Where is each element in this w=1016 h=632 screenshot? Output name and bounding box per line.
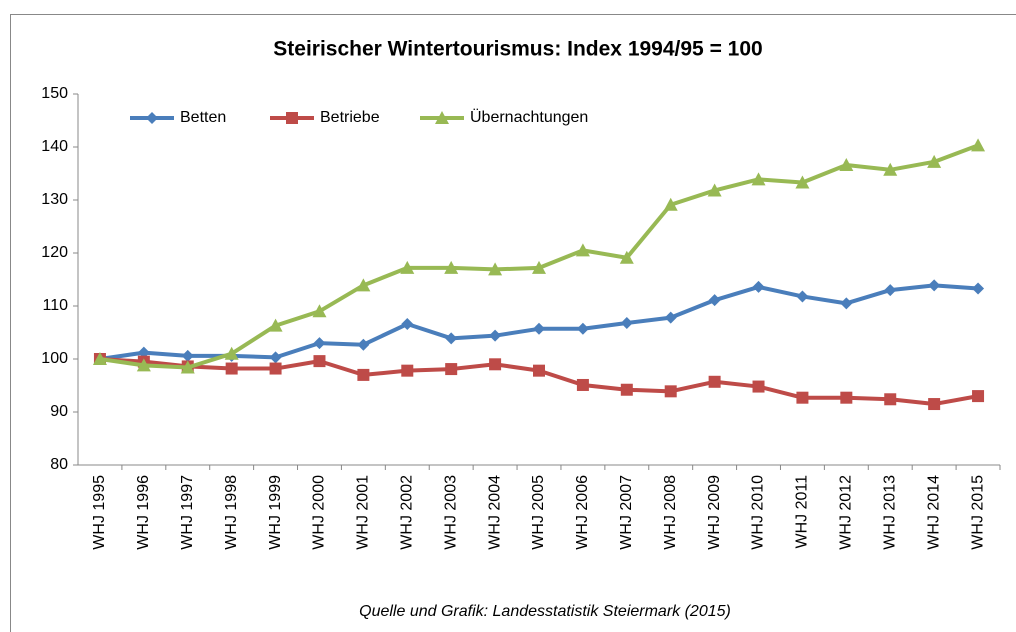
marker <box>927 154 942 168</box>
x-tick-label: WHJ 2006 <box>574 475 591 550</box>
marker <box>401 364 414 377</box>
marker <box>972 390 985 403</box>
marker <box>268 318 283 332</box>
marker <box>752 280 765 293</box>
x-tick-label: WHJ 1995 <box>91 475 108 550</box>
x-tick-label: WHJ 1997 <box>179 475 196 550</box>
x-tick-label: WHJ 2002 <box>399 475 416 550</box>
marker <box>489 329 502 342</box>
marker <box>92 352 107 365</box>
marker <box>619 250 634 264</box>
x-tick-label: WHJ 2005 <box>530 475 547 550</box>
x-tick-label: WHJ 2013 <box>881 475 898 550</box>
x-tick-label: WHJ 1998 <box>223 475 240 550</box>
marker <box>312 304 327 318</box>
frame <box>10 14 1016 632</box>
y-tick-label: 130 <box>41 191 68 208</box>
marker <box>269 362 282 375</box>
marker <box>620 383 633 396</box>
marker <box>707 183 722 197</box>
marker <box>971 138 986 152</box>
x-tick-label: WHJ 2012 <box>838 475 855 550</box>
y-tick-label: 80 <box>50 456 68 473</box>
marker <box>576 378 589 391</box>
marker <box>137 346 150 359</box>
x-tick-label: WHJ 2015 <box>969 475 986 550</box>
marker <box>664 385 677 398</box>
marker <box>839 158 854 172</box>
marker <box>181 349 194 362</box>
x-tick-label: WHJ 2001 <box>355 475 372 550</box>
marker <box>445 332 458 345</box>
x-tick-label: WHJ 1996 <box>135 475 152 550</box>
marker <box>533 322 545 335</box>
marker <box>576 322 589 335</box>
x-tick-label: WHJ 2010 <box>750 475 767 550</box>
y-tick-label: 140 <box>41 138 68 155</box>
marker <box>883 162 898 176</box>
y-tick-label: 120 <box>41 244 68 261</box>
marker <box>488 262 503 276</box>
marker <box>796 391 809 404</box>
marker <box>752 380 765 393</box>
chart-title: Steirischer Wintertourismus: Index 1994/… <box>273 38 762 61</box>
marker <box>356 278 371 292</box>
x-tick-label: WHJ 2014 <box>925 475 942 550</box>
marker <box>884 284 897 297</box>
marker <box>357 368 370 381</box>
marker <box>663 197 678 211</box>
marker <box>532 260 546 274</box>
marker <box>444 260 459 274</box>
legend-label: Betriebe <box>320 109 380 126</box>
legend-label: Betten <box>180 109 226 126</box>
marker <box>928 398 941 411</box>
x-tick-label: WHJ 2007 <box>618 475 635 550</box>
marker <box>357 338 370 351</box>
marker <box>972 282 985 295</box>
marker <box>313 337 326 350</box>
x-tick-label: WHJ 2009 <box>706 475 723 550</box>
marker <box>489 358 502 371</box>
marker <box>664 311 677 324</box>
marker <box>146 112 158 124</box>
marker <box>708 375 721 388</box>
y-tick-label: 90 <box>50 403 68 420</box>
legend-label: Übernachtungen <box>470 108 588 126</box>
marker <box>795 175 810 189</box>
marker <box>286 112 298 124</box>
marker <box>180 360 195 374</box>
x-tick-label: WHJ 2003 <box>442 475 459 550</box>
source: Quelle und Grafik: Landesstatistik Steie… <box>359 603 731 620</box>
marker <box>313 355 326 368</box>
marker <box>575 243 590 257</box>
marker <box>840 297 853 310</box>
marker <box>928 279 941 292</box>
x-tick-label: WHJ 1999 <box>267 475 284 550</box>
marker <box>269 351 282 364</box>
x-tick-label: WHJ 2004 <box>486 475 503 550</box>
marker <box>400 260 415 274</box>
marker <box>136 358 151 372</box>
marker <box>840 391 853 404</box>
marker <box>708 294 721 307</box>
y-tick-label: 110 <box>42 297 68 314</box>
marker <box>751 172 766 186</box>
marker <box>620 316 633 329</box>
x-tick-label: WHJ 2000 <box>311 475 328 550</box>
x-tick-label: WHJ 2011 <box>794 475 811 549</box>
marker <box>401 318 414 331</box>
y-tick-label: 150 <box>41 85 68 102</box>
x-tick-label: WHJ 2008 <box>662 475 679 550</box>
marker <box>435 111 449 124</box>
marker <box>884 393 897 406</box>
marker <box>225 362 238 375</box>
y-tick-label: 100 <box>41 350 68 367</box>
marker <box>796 290 809 303</box>
marker <box>224 346 239 360</box>
marker <box>445 363 458 376</box>
marker <box>533 364 545 377</box>
